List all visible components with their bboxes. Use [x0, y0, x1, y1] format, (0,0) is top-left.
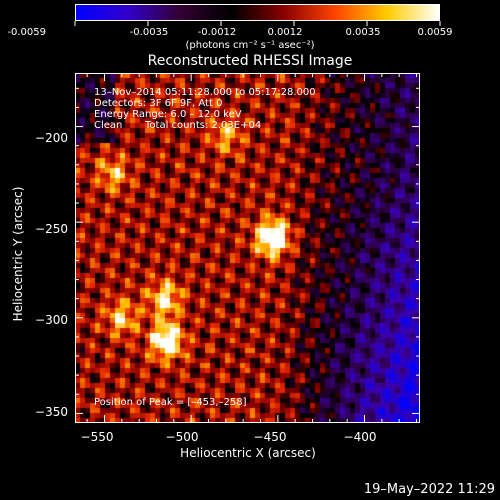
- info-method: Clean: [94, 120, 123, 131]
- colorbar-tick-label-5: 0.0059: [417, 27, 453, 38]
- y-axis-label: Heliocentric Y (arcsec): [11, 186, 25, 322]
- info-detectors: Detectors: 3F 6F 9F, Att 0: [94, 98, 223, 109]
- colorbar-tick-label-3: 0.0012: [267, 27, 303, 38]
- colorbar-tick-label-4: 0.0035: [345, 27, 381, 38]
- colorbar-units: (photons cm⁻² s⁻¹ asec⁻²): [185, 40, 315, 51]
- x-tick-label-1: −500: [165, 430, 199, 444]
- x-tick-label-3: −400: [343, 430, 377, 444]
- colorbar-tick-label-0: -0.0059: [7, 27, 46, 38]
- colorbar-tick-label-2: -0.0012: [197, 27, 237, 38]
- colorbar: [75, 4, 440, 21]
- y-tick-label-1: −250: [35, 222, 68, 236]
- x-axis-label: Heliocentric X (arcsec): [180, 446, 316, 460]
- y-tick-label-2: −300: [35, 313, 68, 327]
- info-total-counts: Total counts: 2.03E+04: [145, 120, 262, 131]
- x-tick-label-0: −550: [80, 430, 114, 444]
- info-time-range: 13–Nov–2014 05:11:28.000 to 05:17:28.000: [94, 87, 316, 98]
- footer-date: 19–May–2022 11:29: [363, 482, 495, 497]
- peak-position-label: Position of Peak = [–453,–258]: [94, 397, 247, 408]
- x-tick-label-2: −450: [253, 430, 287, 444]
- colorbar-tick-marks: [74, 21, 441, 26]
- y-tick-label-0: −200: [35, 131, 68, 145]
- heatmap-image: [75, 73, 420, 423]
- chart-title: Reconstructed RHESSI Image: [147, 53, 353, 69]
- y-tick-label-3: −350: [35, 405, 68, 419]
- info-energy-range: Energy Range: 6.0 – 12.0 keV: [94, 109, 242, 120]
- colorbar-tick-label-1: -0.0035: [129, 27, 169, 38]
